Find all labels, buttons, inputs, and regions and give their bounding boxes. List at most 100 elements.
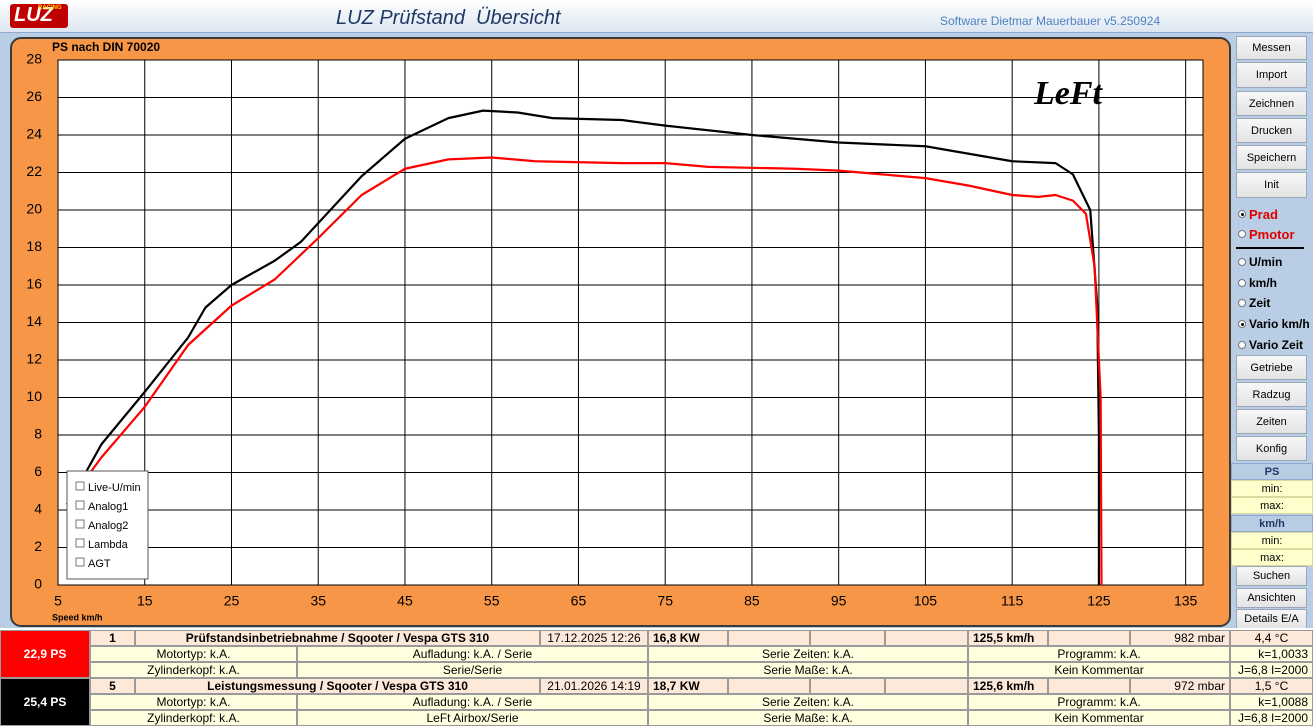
radio-label: Zeit [1249,296,1271,311]
run-cell: Kein Kommentar [968,662,1230,678]
run-cell: Zylinderkopf: k.A. [90,710,297,726]
checkbox [75,538,85,548]
x-tick-label: 95 [831,593,847,609]
run-cell-empty [810,678,885,694]
run-cell: Serie/Serie [297,662,648,678]
chart-title: PS nach DIN 70020 [52,40,160,54]
y-tick-label: 22 [26,163,42,179]
run-cell: J=6,8 I=2000 [1230,710,1313,726]
panel-title: PS [1231,463,1313,480]
run-cell: Serie Maße: k.A. [648,710,968,726]
radio-option[interactable]: Prad [1238,206,1278,222]
run-cell: 125,6 km/h [968,678,1048,694]
title-bar: LUZ RACING LUZ Prüfstand Übersicht Softw… [0,0,1313,33]
sidebar-button[interactable]: Zeichnen [1236,91,1307,116]
radio-dot [1238,320,1246,329]
run-cell: 17.12.2025 12:26 [540,630,648,646]
radio-option[interactable]: Pmotor [1238,226,1295,242]
run-cell-empty [885,630,968,646]
run-cell: k=1,0033 [1230,646,1313,662]
sidebar-button[interactable]: Getriebe [1236,355,1307,380]
radio-option[interactable]: U/min [1238,254,1282,270]
run-cell: 16,8 KW [648,630,728,646]
radio-label: Pmotor [1249,226,1295,242]
checkbox [75,500,85,510]
run-cell: k=1,0088 [1230,694,1313,710]
run-cell-empty [810,630,885,646]
run-cell: 21.01.2026 14:19 [540,678,648,694]
radio-label: km/h [1249,275,1278,290]
run-cell-empty [728,630,810,646]
y-tick-label: 24 [26,126,42,142]
y-tick-label: 16 [26,276,42,292]
plot-border [57,59,1204,586]
radio-option[interactable]: Vario Zeit [1238,337,1303,353]
sidebar-button[interactable]: Zeiten [1236,409,1307,434]
panel-title: km/h [1231,515,1313,532]
run-cell: J=6,8 I=2000 [1230,662,1313,678]
radio-label: U/min [1249,255,1283,269]
run-cell: Aufladung: k.A. / Serie [297,646,648,662]
radio-option[interactable]: km/h [1238,275,1277,291]
sidebar-button[interactable]: Import [1236,62,1307,88]
x-tick-label: 55 [484,593,500,609]
radio-dot [1238,340,1246,349]
sidebar-button[interactable]: Ansichten [1236,587,1307,608]
y-tick-label: 14 [26,313,42,329]
radio-option[interactable]: Zeit [1238,295,1270,311]
radio-label: Prad [1249,206,1278,222]
run-cell: 982 mbar [1130,630,1230,646]
checkbox [75,557,85,567]
panel-row: min: [1231,480,1313,497]
run-cell-empty [1048,678,1130,694]
run-cell: Aufladung: k.A. / Serie [297,694,648,710]
run-cell: Programm: k.A. [968,694,1230,710]
x-tick-label: 125 [1087,593,1111,609]
run-cell-empty [1048,630,1130,646]
run-cell: Motortyp: k.A. [90,646,297,662]
x-tick-label: 105 [914,593,938,609]
sidebar-button[interactable]: Drucken [1236,118,1307,143]
radio-option[interactable]: Vario km/h [1238,316,1310,332]
checkbox-label: Live-U/min [88,482,141,494]
run-cell: Programm: k.A. [968,646,1230,662]
checkbox-label: Lambda [88,539,129,551]
radio-dot [1238,258,1246,266]
y-tick-label: 8 [34,426,42,442]
y-tick-label: 10 [26,388,42,404]
radio-dot [1238,210,1246,218]
radio-dot [1238,299,1246,308]
sidebar-button[interactable]: Suchen [1236,566,1307,586]
run-cell: Kein Kommentar [968,710,1230,726]
checkbox [75,519,85,529]
panel-row: min: [1231,532,1313,549]
checkbox [75,481,85,491]
chart: PS nach DIN 70020 Speed km/h LeFt 024681… [10,37,1231,627]
sidebar-button[interactable]: Konfig [1236,436,1307,461]
x-tick-label: 15 [137,593,153,609]
radio-dot [1238,278,1246,287]
x-tick-label: 25 [224,593,240,609]
x-tick-label: 135 [1174,593,1198,609]
run-cell: 18,7 KW [648,678,728,694]
run-cell: 1 [90,630,135,646]
run-cell: Serie Maße: k.A. [648,662,968,678]
sidebar-button[interactable]: Details E/A [1236,609,1307,629]
brand-logo: LeFt [1033,75,1104,112]
checkbox-label: Analog2 [88,520,128,532]
sidebar-button[interactable]: Radzug [1236,382,1307,407]
run-cell: Serie Zeiten: k.A. [648,694,968,710]
run-cell: Prüfstandsinbetriebnahme / Sqooter / Ves… [135,630,540,646]
sidebar-button[interactable]: Messen [1236,36,1307,60]
separator [1236,247,1304,249]
run-cell-empty [728,678,810,694]
logo: LUZ RACING [10,4,68,28]
sidebar-button[interactable]: Init [1236,172,1307,198]
panel-row: max: [1231,497,1313,514]
power-curve [65,156,1103,586]
sidebar-button[interactable]: Speichern [1236,145,1307,170]
y-tick-label: 6 [34,463,42,479]
run-cell: Motortyp: k.A. [90,694,297,710]
x-tick-label: 35 [310,593,326,609]
